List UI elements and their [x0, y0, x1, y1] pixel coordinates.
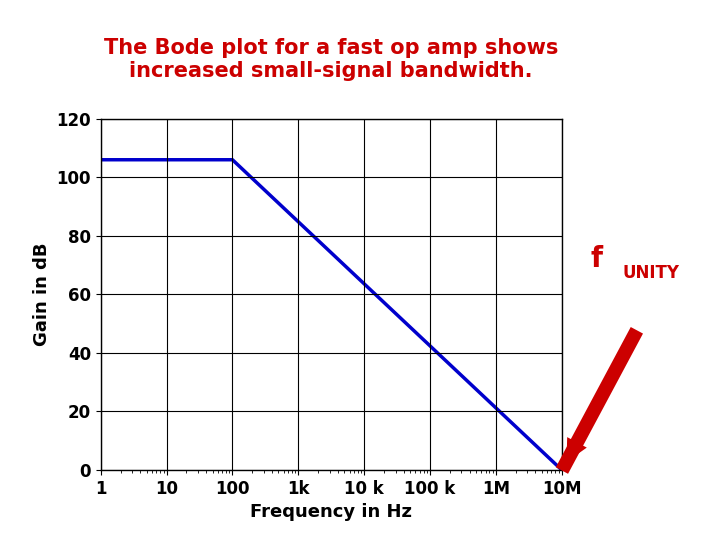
Text: The Bode plot for a fast op amp shows
increased small-signal bandwidth.: The Bode plot for a fast op amp shows in…	[104, 38, 559, 81]
Y-axis label: Gain in dB: Gain in dB	[33, 242, 51, 346]
X-axis label: Frequency in Hz: Frequency in Hz	[251, 503, 413, 521]
Text: f: f	[590, 245, 603, 273]
Text: UNITY: UNITY	[623, 265, 680, 282]
